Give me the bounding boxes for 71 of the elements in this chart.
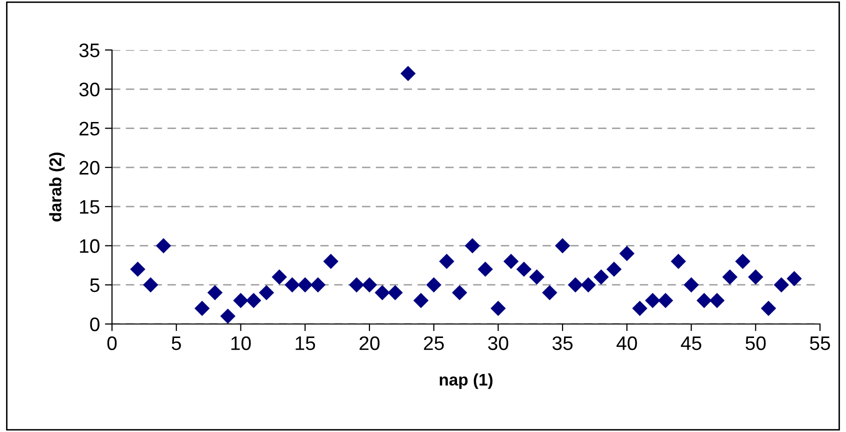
point [194,300,210,316]
point [774,277,789,292]
point [658,292,674,308]
point [323,254,338,269]
point [246,292,262,308]
point [272,269,287,285]
point [632,300,648,316]
x-tick-label: 20 [360,336,380,350]
point [284,277,300,292]
x-tick-label: 35 [552,336,573,350]
point [568,277,584,292]
x-tick-label: 45 [680,336,702,350]
point [233,292,248,308]
point [374,285,390,300]
x-tick-label: 15 [296,336,316,350]
x-tick-label: 50 [746,336,766,350]
y-tick-label: 15 [80,200,100,214]
point [619,246,635,262]
point [670,254,686,269]
point [348,277,364,292]
point [400,66,416,82]
x-tick-label: 5 [172,336,181,350]
x-tick-label: 10 [231,336,251,350]
point [143,277,158,292]
point [709,292,725,308]
point [297,277,313,292]
point [464,238,480,254]
point [310,277,326,292]
x-tick-label: 55 [810,336,830,350]
point [362,277,378,292]
point [722,269,738,285]
point [786,270,802,286]
point [594,269,609,285]
x-tick-label: 40 [616,336,637,350]
point [490,300,506,316]
point [684,277,699,292]
point [439,254,454,269]
point [748,269,764,285]
point [696,292,712,308]
point [606,262,622,277]
x-tick-label: 0 [107,336,117,350]
point [130,262,146,277]
point [220,308,236,324]
point [760,300,776,316]
point [207,285,223,300]
y-tick-label: 35 [79,43,100,58]
point [516,262,532,277]
y-tick-label: 20 [80,160,100,175]
x-tick-label: 25 [424,336,444,350]
point [388,285,403,300]
x-tick-label: 30 [488,336,508,350]
x-axis-title: nap (1) [440,373,492,389]
y-tick-label: 25 [80,122,100,136]
point [580,277,596,292]
point [542,285,558,300]
point [413,292,429,308]
y-tick-label: 10 [80,239,100,253]
point [258,285,274,300]
y-tick-label: 30 [79,82,100,96]
point [529,269,544,285]
point [645,292,660,308]
point [478,262,493,277]
point [426,277,442,292]
point [735,254,750,269]
point [503,254,519,269]
y-axis-title: darab (2) [49,152,65,222]
point [554,238,570,254]
point [452,285,468,300]
point [156,238,172,254]
y-tick-label: 0 [90,317,100,332]
y-tick-label: 5 [90,278,100,292]
